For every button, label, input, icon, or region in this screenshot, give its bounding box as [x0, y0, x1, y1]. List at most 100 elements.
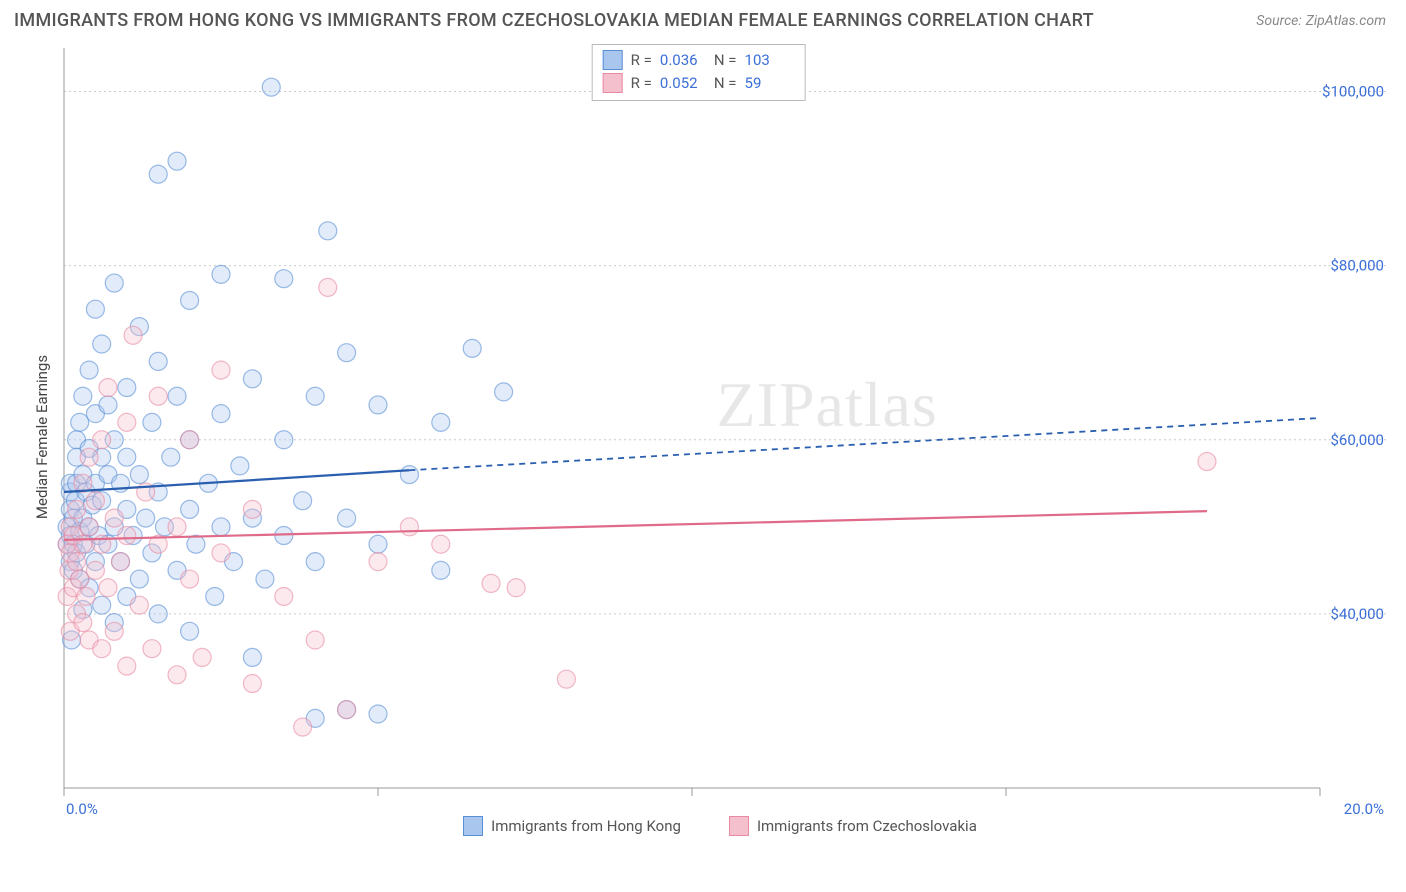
data-point-cz — [124, 326, 142, 344]
data-point-hk — [432, 561, 450, 579]
bottom-legend: Immigrants from Hong Kong Immigrants fro… — [50, 816, 1390, 836]
data-point-cz — [112, 553, 130, 571]
data-point-hk — [118, 379, 136, 397]
data-point-hk — [149, 352, 167, 370]
data-point-cz — [93, 640, 111, 658]
data-point-cz — [243, 500, 261, 518]
data-point-cz — [369, 553, 387, 571]
data-point-cz — [306, 631, 324, 649]
stats-legend: R = 0.036 N = 103 R = 0.052 N = 59 — [592, 44, 806, 101]
data-point-hk — [495, 383, 513, 401]
trend-line-cz — [64, 511, 1207, 540]
data-point-hk — [400, 466, 418, 484]
data-point-hk — [181, 291, 199, 309]
data-point-hk — [231, 457, 249, 475]
source-value: ZipAtlas.com — [1306, 13, 1386, 29]
trend-line-dash-hk — [409, 418, 1320, 470]
data-point-cz — [482, 574, 500, 592]
data-point-cz — [86, 492, 104, 510]
data-point-hk — [212, 405, 230, 423]
data-point-cz — [143, 640, 161, 658]
legend-label-cz: Immigrants from Czechoslovakia — [757, 817, 977, 835]
data-point-hk — [162, 448, 180, 466]
data-point-cz — [212, 544, 230, 562]
r-value-cz: 0.052 — [660, 72, 706, 95]
data-point-hk — [463, 339, 481, 357]
data-point-hk — [306, 553, 324, 571]
data-point-cz — [243, 675, 261, 693]
chart-area: Median Female Earnings 0.0%20.0%$40,000$… — [50, 42, 1390, 832]
data-point-cz — [181, 570, 199, 588]
data-point-hk — [338, 344, 356, 362]
data-point-hk — [262, 78, 280, 96]
data-point-hk — [256, 570, 274, 588]
data-point-hk — [187, 535, 205, 553]
y-axis-label: Median Female Earnings — [33, 355, 51, 519]
legend-item-hk: Immigrants from Hong Kong — [463, 816, 681, 836]
data-point-cz — [99, 579, 117, 597]
data-point-hk — [338, 509, 356, 527]
data-point-cz — [168, 518, 186, 536]
data-point-hk — [275, 270, 293, 288]
scatter-plot: 0.0%20.0%$40,000$60,000$80,000$100,000 — [50, 42, 1390, 832]
swatch-hk — [603, 50, 623, 70]
data-point-cz — [99, 379, 117, 397]
data-point-hk — [86, 300, 104, 318]
source-label: Source: — [1256, 13, 1301, 29]
data-point-hk — [432, 413, 450, 431]
n-label: N = — [714, 49, 737, 72]
swatch-cz — [729, 816, 749, 836]
data-point-hk — [212, 518, 230, 536]
data-point-hk — [93, 335, 111, 353]
y-tick-label: $60,000 — [1330, 431, 1384, 449]
data-point-hk — [130, 466, 148, 484]
data-point-hk — [99, 396, 117, 414]
swatch-hk — [463, 816, 483, 836]
data-point-cz — [80, 518, 98, 536]
source: Source: ZipAtlas.com — [1256, 10, 1386, 29]
data-point-hk — [168, 152, 186, 170]
legend-item-cz: Immigrants from Czechoslovakia — [729, 816, 977, 836]
data-point-hk — [71, 413, 89, 431]
data-point-cz — [507, 579, 525, 597]
data-point-cz — [557, 670, 575, 688]
n-label: N = — [714, 72, 737, 95]
data-point-cz — [1198, 453, 1216, 471]
data-point-hk — [105, 274, 123, 292]
data-point-cz — [338, 701, 356, 719]
data-point-cz — [275, 587, 293, 605]
data-point-hk — [143, 413, 161, 431]
swatch-cz — [603, 73, 623, 93]
data-point-cz — [118, 657, 136, 675]
data-point-hk — [243, 370, 261, 388]
data-point-hk — [130, 570, 148, 588]
y-tick-label: $100,000 — [1322, 83, 1384, 101]
data-point-cz — [80, 448, 98, 466]
data-point-cz — [118, 527, 136, 545]
data-point-cz — [118, 413, 136, 431]
data-point-hk — [168, 387, 186, 405]
data-point-hk — [137, 509, 155, 527]
data-point-hk — [149, 605, 167, 623]
r-value-hk: 0.036 — [660, 49, 706, 72]
y-tick-label: $40,000 — [1330, 605, 1384, 623]
data-point-hk — [93, 596, 111, 614]
y-tick-label: $80,000 — [1330, 257, 1384, 275]
data-point-cz — [105, 622, 123, 640]
data-point-cz — [74, 614, 92, 632]
n-value-cz: 59 — [745, 72, 791, 95]
data-point-cz — [294, 718, 312, 736]
n-value-hk: 103 — [745, 49, 791, 72]
data-point-hk — [243, 648, 261, 666]
data-point-hk — [275, 431, 293, 449]
chart-title: IMMIGRANTS FROM HONG KONG VS IMMIGRANTS … — [14, 10, 1094, 31]
stats-row-hk: R = 0.036 N = 103 — [603, 49, 791, 72]
stats-row-cz: R = 0.052 N = 59 — [603, 72, 791, 95]
data-point-hk — [206, 587, 224, 605]
data-point-cz — [168, 666, 186, 684]
data-point-cz — [77, 587, 95, 605]
data-point-hk — [306, 387, 324, 405]
r-label: R = — [631, 49, 652, 72]
data-point-cz — [71, 570, 89, 588]
data-point-hk — [369, 535, 387, 553]
